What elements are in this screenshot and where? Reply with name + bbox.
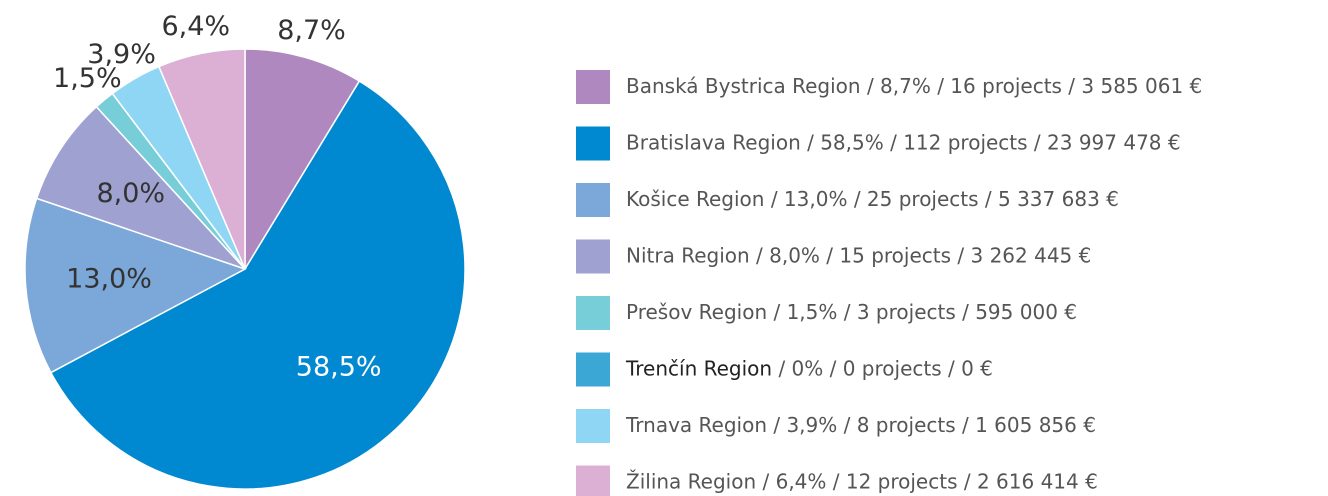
legend-name: Banská Bystrica Region [626, 74, 861, 98]
pie-slice [35, 105, 246, 270]
legend-text: Košice Region / 13,0% / 25 projects / 5 … [626, 187, 1119, 211]
legend-detail: / 13,0% / 25 projects / 5 337 683 € [764, 187, 1118, 211]
legend-swatch [576, 409, 610, 443]
legend-text: Trnava Region / 3,9% / 8 projects / 1 60… [625, 413, 1096, 437]
legend-name: Trnava Region [625, 413, 767, 437]
pie-label: 6,4% [161, 11, 230, 42]
pie-label: 13,0% [66, 264, 152, 295]
legend-name: Nitra Region [626, 243, 750, 267]
pie-label: 8,7% [277, 15, 346, 46]
legend-detail: / 3,9% / 8 projects / 1 605 856 € [767, 413, 1096, 437]
legend-detail: / 1,5% / 3 projects / 595 000 € [767, 300, 1077, 324]
legend-name: Košice Region [626, 187, 764, 211]
legend-name: Žilina Region [626, 469, 756, 493]
pie-label: 8,0% [96, 178, 165, 209]
pie-slice [24, 197, 247, 374]
legend-text: Banská Bystrica Region / 8,7% / 16 proje… [626, 74, 1202, 98]
legend-detail: / 8,0% / 15 projects / 3 262 445 € [750, 243, 1092, 267]
pie-slice [157, 48, 246, 270]
legend-swatch [576, 183, 610, 217]
legend-name: Bratislava Region [626, 130, 801, 154]
legend-swatch [576, 352, 610, 387]
legend-swatch [576, 465, 610, 496]
pie-slice [244, 48, 361, 272]
legend-text: Bratislava Region / 58,5% / 112 projects… [626, 130, 1181, 154]
legend-detail: / 8,7% / 16 projects / 3 585 061 € [861, 74, 1203, 98]
legend-text: Žilina Region / 6,4% / 12 projects / 2 6… [626, 469, 1098, 493]
pie-label: 3,9% [87, 39, 156, 70]
legend-detail: / 58,5% / 112 projects / 23 997 478 € [801, 130, 1181, 154]
legend-swatch [576, 126, 610, 161]
pie-slice [49, 80, 466, 490]
pie-label: 1,5% [53, 63, 122, 94]
legend-text: Trenčín Region / 0% / 0 projects / 0 € [625, 356, 993, 380]
legend-text: Nitra Region / 8,0% / 15 projects / 3 26… [626, 243, 1091, 267]
legend-text: Prešov Region / 1,5% / 3 projects / 595 … [626, 300, 1077, 324]
legend-name: Trenčín Region [625, 356, 772, 380]
legend-name: Prešov Region [626, 300, 767, 324]
legend-swatch [576, 70, 610, 104]
pie-label: 58,5% [296, 352, 382, 383]
legend-detail: / 0% / 0 projects / 0 € [772, 356, 993, 380]
legend-swatch [576, 296, 610, 330]
legend-swatch [576, 239, 610, 274]
legend-detail: / 6,4% / 12 projects / 2 616 414 € [756, 469, 1098, 493]
